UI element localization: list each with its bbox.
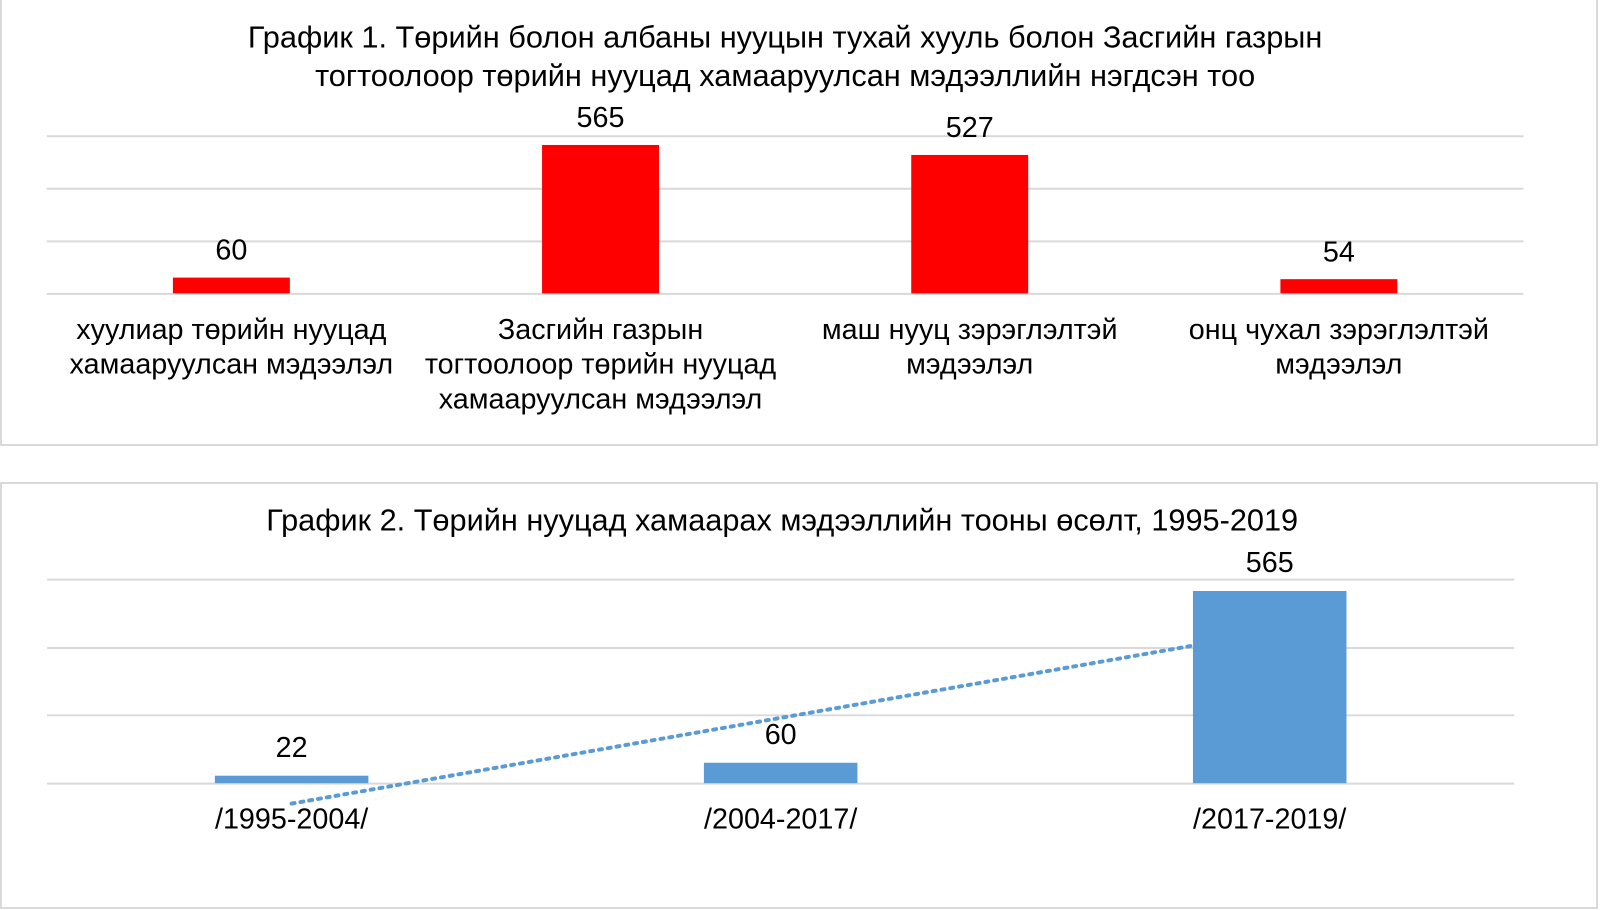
chart-1-bar xyxy=(172,277,290,294)
chart-2-data-label: 60 xyxy=(765,719,797,751)
chart-1-bar xyxy=(542,144,660,294)
chart-1-bars xyxy=(172,144,1398,294)
chart-2-category-label: /2004-2017/ xyxy=(704,804,857,836)
chart-2-trendline xyxy=(289,630,1272,806)
chart-1-data-label: 565 xyxy=(577,102,625,134)
chart-1-svg: График 1. Төрийн болон албаны нууцын тух… xyxy=(46,20,1524,415)
chart-1-gridlines xyxy=(46,135,1524,295)
chart-1-data-labels: 60 565 527 54 xyxy=(215,102,1355,268)
chart-2-category-label: /1995-2004/ xyxy=(215,804,368,836)
chart-2-bar xyxy=(1192,591,1347,784)
chart-1-panel: График 1. Төрийн болон албаны нууцын тух… xyxy=(0,0,1598,446)
chart-2-data-label: 22 xyxy=(276,732,308,764)
chart-2-svg: График 2. Төрийн нууцад хамаарах мэдээлл… xyxy=(47,503,1515,836)
chart-1-category-label: мэдээлэл xyxy=(1275,349,1402,381)
chart-1-data-label: 60 xyxy=(215,235,247,267)
chart-1-category-label: мэдээлэл xyxy=(906,349,1033,381)
chart-2-data-labels: 22 60 565 xyxy=(276,547,1294,764)
chart-2-title: График 2. Төрийн нууцад хамаарах мэдээлл… xyxy=(266,503,1298,538)
chart-1-category-label: Засгийн газрын xyxy=(498,314,703,346)
chart-1-category-label: маш нууц зэрэглэлтэй xyxy=(822,314,1118,346)
chart-1-category-label: онц чухал зэрэглэлтэй xyxy=(1189,314,1489,346)
chart-2-bar xyxy=(214,775,369,784)
chart-1-title-line-2: тогтоолоор төрийн нууцад хамааруулсан мэ… xyxy=(315,58,1255,93)
chart-1-data-label: 54 xyxy=(1323,236,1355,268)
chart-2-bar xyxy=(703,762,858,784)
chart-2-bars xyxy=(214,591,1347,784)
chart-1-category-label: хуулиар төрийн нууцад xyxy=(76,314,386,346)
chart-2-data-label: 565 xyxy=(1246,547,1294,579)
chart-1-bar xyxy=(911,154,1029,294)
chart-1-bar xyxy=(1280,279,1398,294)
chart-2-trendline-group xyxy=(289,630,1272,806)
chart-1-data-label: 527 xyxy=(946,112,994,144)
chart-1-category-label: хамааруулсан мэдээлэл xyxy=(70,349,394,381)
chart-2-category-label: /2017-2019/ xyxy=(1193,804,1346,836)
chart-1-title-line-1: График 1. Төрийн болон албаны нууцын тух… xyxy=(248,20,1322,55)
chart-2-panel: График 2. Төрийн нууцад хамаарах мэдээлл… xyxy=(0,482,1598,909)
chart-1-category-label: хамааруулсан мэдээлэл xyxy=(439,383,763,415)
chart-1-category-label: тогтоолоор төрийн нууцад xyxy=(425,349,777,381)
chart-2-category-labels: /1995-2004/ /2004-2017/ /2017-2019/ xyxy=(215,804,1346,836)
